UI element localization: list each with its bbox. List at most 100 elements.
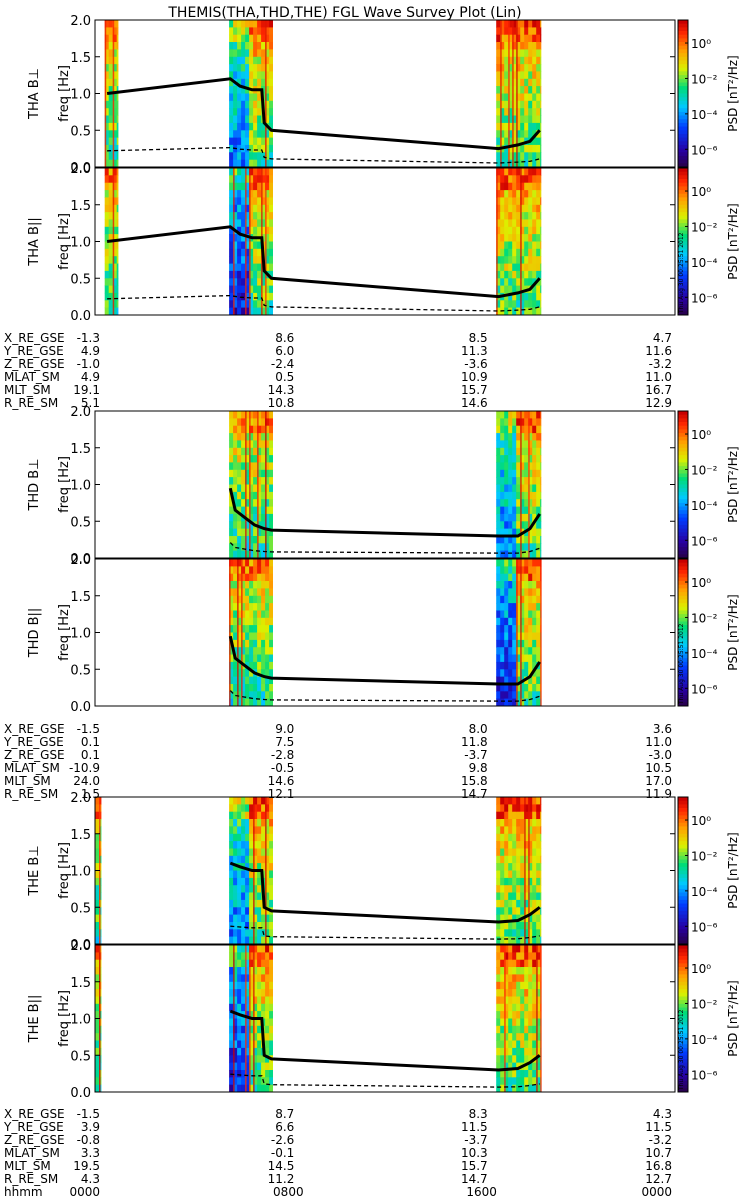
- spectrogram-cell: [536, 595, 541, 604]
- spectrogram-cell: [540, 936, 542, 945]
- spectrogram-cell: [512, 959, 517, 968]
- spectrogram-cell: [237, 625, 242, 633]
- spectrogram-cell: [496, 899, 501, 908]
- spectrogram-cell: [245, 491, 250, 500]
- spectrogram-cell: [516, 804, 521, 813]
- spectrogram-cell: [512, 93, 517, 102]
- colorbar-swatch: [678, 212, 688, 217]
- spectrogram-cell: [241, 477, 246, 485]
- spectrogram-cell: [500, 981, 505, 990]
- spectrogram-cell: [500, 870, 505, 879]
- spectrogram-cell: [504, 588, 509, 597]
- spectrogram-cell: [504, 647, 509, 655]
- spectrogram-cell: [504, 661, 509, 670]
- spectrogram-cell: [500, 122, 505, 131]
- spectrogram-cell: [261, 484, 266, 493]
- spectrogram-cell: [257, 1018, 262, 1027]
- spectrogram-cell: [504, 914, 509, 923]
- spectrogram-cell: [500, 945, 505, 953]
- spectrogram-cell: [112, 270, 118, 279]
- spectrogram-cell: [233, 56, 238, 65]
- spectrogram-cell: [536, 899, 541, 908]
- spectrogram-cell: [508, 411, 513, 419]
- spectrogram-cell: [229, 581, 234, 589]
- spectrogram-cell: [261, 632, 266, 641]
- spectrogram-cell: [520, 256, 525, 264]
- spectrogram-cell: [524, 108, 529, 116]
- spectrogram-cell: [265, 506, 270, 515]
- spectrogram-cell: [540, 175, 542, 184]
- spectrogram-cell: [253, 175, 258, 184]
- spectrogram-streak: [237, 559, 239, 706]
- spectrogram-cell: [257, 676, 262, 685]
- ephemeris-row-label: X_RE_GSE: [4, 331, 65, 345]
- spectrogram-cell: [261, 1011, 266, 1019]
- spectrogram-cell: [528, 647, 533, 655]
- spectrogram-cell: [253, 811, 258, 820]
- colorbar-swatch: [678, 702, 688, 707]
- spectrogram-cell: [269, 300, 273, 309]
- spectrogram-cell: [108, 122, 114, 131]
- spectrogram-cell: [540, 506, 542, 515]
- spectrogram-cell: [508, 190, 513, 198]
- spectrogram-cell: [249, 56, 254, 65]
- spectrogram-cell: [249, 49, 254, 58]
- spectrogram-cell: [253, 676, 258, 685]
- spectrogram-cell: [524, 256, 529, 264]
- spectrogram-cell: [520, 1003, 525, 1012]
- spectrogram-cell: [536, 907, 541, 916]
- spectrogram-cell: [269, 661, 273, 670]
- spectrogram-cell: [257, 922, 262, 930]
- spectrogram-cell: [253, 27, 258, 36]
- spectrogram-cell: [512, 1062, 517, 1071]
- spectrogram-cell: [500, 848, 505, 857]
- spectrogram-cell: [95, 811, 100, 820]
- colorbar-swatch: [678, 133, 688, 139]
- spectrogram-cell: [496, 42, 501, 50]
- spectrogram-cell: [265, 182, 270, 191]
- spectrogram-cell: [536, 212, 541, 220]
- spectrogram-cell: [269, 573, 273, 582]
- spectrogram-cell: [536, 550, 541, 559]
- spectrogram-cell: [249, 307, 254, 316]
- spectrogram-cell: [504, 86, 509, 94]
- colorbar-swatch: [678, 826, 688, 831]
- spectrogram-cell: [269, 698, 273, 707]
- spectrogram-cell: [241, 588, 246, 597]
- spectrogram-cell: [512, 226, 517, 235]
- spectrogram-cell: [512, 595, 517, 604]
- spectrogram-cell: [265, 595, 270, 604]
- spectrogram-cell: [536, 632, 541, 641]
- ephemeris-value: 12.1: [268, 787, 295, 801]
- ephemeris-row-label: Z_RE_GSE: [4, 357, 65, 371]
- spectrogram-cell: [237, 885, 242, 893]
- spectrogram-cell: [524, 1055, 529, 1064]
- spectrogram-cell: [237, 676, 242, 685]
- spectrogram-cell: [265, 952, 270, 961]
- spectrogram-cell: [508, 996, 513, 1005]
- spectrogram-cell: [496, 528, 501, 537]
- spectrogram-cell: [500, 536, 505, 544]
- spectrogram-cell: [257, 1084, 262, 1093]
- spectrogram-cell: [540, 204, 542, 213]
- spectrogram-cell: [116, 56, 119, 65]
- spectrogram-cell: [265, 929, 270, 938]
- spectrogram-cell: [249, 100, 254, 109]
- spectrogram-cell: [233, 981, 238, 990]
- ephemeris-value: 6.6: [275, 1120, 294, 1134]
- spectrogram-cell: [245, 71, 250, 80]
- spectrogram-cell: [496, 661, 501, 670]
- spectrogram-cell: [536, 1025, 541, 1034]
- spectrogram-cell: [241, 684, 246, 692]
- colorbar-swatch: [678, 263, 688, 268]
- spectrogram-cell: [241, 848, 246, 857]
- spectrogram-cell: [237, 698, 242, 707]
- colorbar-swatch: [678, 888, 688, 894]
- gyrofrequency-line: [228, 635, 541, 686]
- spectrogram-cell: [540, 892, 542, 901]
- spectrogram-cell: [249, 907, 254, 916]
- spectrogram-cell: [504, 204, 509, 213]
- spectrogram-cell: [257, 691, 262, 700]
- spectrogram-cell: [237, 491, 242, 500]
- spectrogram-cell: [512, 684, 517, 692]
